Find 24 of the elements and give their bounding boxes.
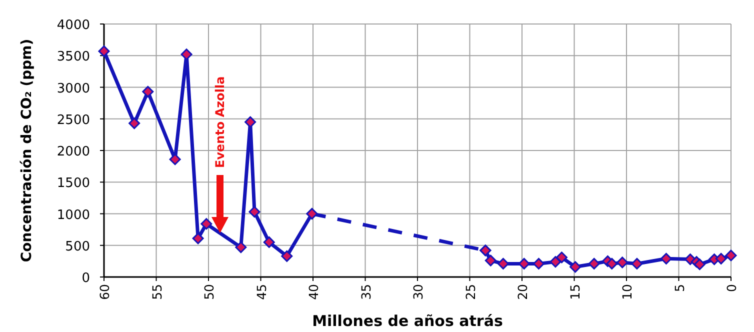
x-tick-label: 60 (97, 284, 112, 300)
y-tick-label: 500 (65, 239, 90, 254)
y-tick-label: 4000 (56, 18, 90, 33)
x-tick-label: 50 (202, 284, 216, 300)
y-tick-label: 3500 (56, 50, 90, 65)
x-axis-title: Millones de años atrás (312, 312, 503, 330)
x-tick-label: 20 (515, 284, 530, 300)
y-tick-label: 2500 (56, 112, 90, 128)
x-tick-label: 5 (672, 284, 687, 292)
y-tick-label: 1500 (56, 176, 90, 192)
annotation: Evento Azolla (213, 76, 227, 168)
x-tick-label: 0 (724, 284, 739, 292)
y-tick-label: 1000 (56, 208, 90, 223)
y-tick-label: 2000 (56, 144, 90, 160)
x-tick-label: 10 (620, 284, 634, 300)
x-tick-label: 30 (410, 284, 426, 300)
x-tick-label: 35 (358, 284, 374, 300)
y-tick-label: 3000 (56, 81, 90, 96)
y-axis-title: Concentración de CO₂ (ppm) (19, 38, 35, 262)
x-tick-label: 25 (462, 284, 478, 300)
x-tick-label: 40 (306, 284, 321, 300)
x-tick-label: 15 (567, 284, 582, 300)
x-tick-label: 55 (149, 284, 164, 300)
x-tick-label: 45 (254, 284, 269, 300)
